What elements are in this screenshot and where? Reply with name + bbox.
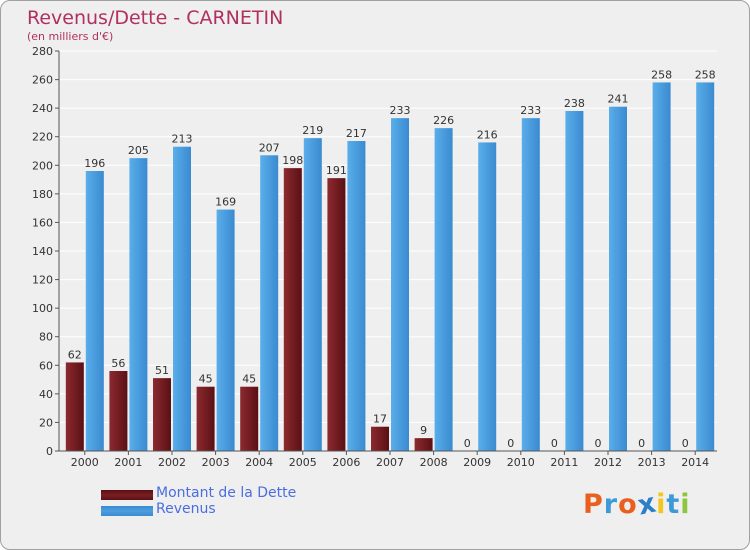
bar-dette-2007: [371, 426, 389, 451]
legend-swatch-revenus: [101, 506, 153, 516]
value-label-dette-2008: 9: [420, 424, 427, 437]
value-label-revenus-2006: 217: [346, 127, 367, 140]
x-tick-label-2014: 2014: [681, 456, 709, 469]
y-tick-label: 140: [32, 245, 53, 258]
chart-subtitle: (en milliers d'€): [27, 30, 114, 43]
bar-dette-2001: [109, 371, 128, 451]
legend-label-dette: Montant de la Dette: [156, 485, 297, 501]
y-tick-label: 40: [39, 388, 53, 401]
value-label-dette-2000: 62: [68, 348, 82, 361]
x-tick-label-2007: 2007: [376, 456, 404, 469]
value-label-dette-2009: 0: [464, 437, 471, 450]
bar-revenus-2009: [478, 142, 497, 451]
bar-dette-2000: [65, 362, 84, 451]
y-tick-label: 200: [32, 159, 53, 172]
y-tick-label: 100: [32, 302, 53, 315]
value-label-dette-2007: 17: [373, 413, 387, 426]
bar-dette-2006: [327, 178, 346, 451]
bar-revenus-2000: [85, 171, 104, 451]
value-label-dette-2005: 198: [282, 154, 303, 167]
value-label-dette-2013: 0: [638, 437, 645, 450]
value-label-revenus-2009: 216: [477, 128, 498, 141]
bar-revenus-2011: [565, 111, 584, 451]
logo-letter: o: [618, 489, 638, 520]
value-label-revenus-2012: 241: [608, 93, 629, 106]
y-tick-label: 80: [39, 331, 53, 344]
bar-revenus-2012: [609, 106, 627, 451]
y-tick-label: 260: [32, 74, 53, 87]
y-tick-label: 60: [39, 359, 53, 372]
bar-revenus-2005: [303, 138, 322, 451]
y-tick-label: 120: [32, 274, 53, 287]
value-label-revenus-2008: 226: [433, 114, 454, 127]
value-label-dette-2012: 0: [595, 437, 602, 450]
bar-revenus-2007: [391, 118, 409, 452]
logo-letter: i: [680, 489, 691, 520]
bar-revenus-2008: [434, 128, 453, 451]
bar-revenus-2003: [216, 209, 235, 451]
value-label-dette-2006: 191: [326, 164, 347, 177]
chart-title: Revenus/Dette - CARNETIN: [27, 7, 284, 29]
y-tick-label: 280: [32, 45, 53, 58]
value-label-revenus-2000: 196: [84, 157, 105, 170]
value-label-dette-2011: 0: [551, 437, 558, 450]
bar-revenus-2001: [129, 158, 148, 451]
legend-swatch-dette: [101, 490, 153, 500]
bar-dette-2002: [153, 378, 171, 451]
x-tick-label-2004: 2004: [245, 456, 273, 469]
x-tick-label-2002: 2002: [158, 456, 186, 469]
logo-letter: r: [603, 489, 619, 520]
value-label-revenus-2005: 219: [302, 124, 323, 137]
y-tick-label: 20: [39, 416, 53, 429]
x-tick-label-2009: 2009: [463, 456, 491, 469]
value-label-dette-2001: 56: [111, 357, 125, 370]
value-label-revenus-2011: 238: [564, 97, 585, 110]
value-label-revenus-2014: 258: [695, 68, 716, 81]
x-tick-label-2001: 2001: [114, 456, 142, 469]
bar-revenus-2006: [347, 141, 366, 451]
bar-dette-2003: [196, 386, 215, 451]
value-label-revenus-2001: 205: [128, 144, 149, 157]
y-tick-label: 0: [46, 445, 53, 458]
value-label-dette-2010: 0: [507, 437, 514, 450]
x-tick-label-2000: 2000: [71, 456, 99, 469]
logo-letter: i: [656, 489, 667, 520]
y-tick-label: 220: [32, 131, 53, 144]
y-tick-label: 180: [32, 188, 53, 201]
bar-dette-2005: [283, 168, 302, 451]
x-tick-label-2005: 2005: [289, 456, 317, 469]
value-label-revenus-2003: 169: [215, 196, 236, 209]
logo-letter: t: [666, 489, 681, 520]
value-label-dette-2004: 45: [242, 373, 256, 386]
bar-revenus-2002: [173, 146, 191, 451]
bar-dette-2008: [414, 438, 433, 451]
legend-label-revenus: Revenus: [156, 501, 216, 517]
x-tick-label-2011: 2011: [550, 456, 578, 469]
bar-revenus-2013: [652, 82, 671, 451]
bar-dette-2004: [240, 386, 259, 451]
x-tick-label-2003: 2003: [202, 456, 230, 469]
logo-letter: P: [583, 489, 604, 520]
value-label-revenus-2007: 233: [390, 104, 411, 117]
bar-revenus-2010: [521, 118, 540, 452]
x-tick-label-2012: 2012: [594, 456, 622, 469]
value-label-dette-2003: 45: [199, 373, 213, 386]
x-tick-label-2013: 2013: [638, 456, 666, 469]
value-label-revenus-2013: 258: [651, 68, 672, 81]
value-label-dette-2014: 0: [682, 437, 689, 450]
value-label-revenus-2010: 233: [520, 104, 541, 117]
value-label-revenus-2002: 213: [172, 133, 193, 146]
proxiti-logo: Proxiti: [583, 487, 691, 521]
y-tick-label: 240: [32, 102, 53, 115]
x-tick-label-2008: 2008: [420, 456, 448, 469]
bar-revenus-2014: [696, 82, 715, 451]
value-label-revenus-2004: 207: [259, 141, 280, 154]
value-label-dette-2002: 51: [155, 364, 169, 377]
bar-revenus-2004: [260, 155, 279, 452]
x-tick-label-2006: 2006: [332, 456, 360, 469]
x-tick-label-2010: 2010: [507, 456, 535, 469]
y-tick-label: 160: [32, 216, 53, 229]
